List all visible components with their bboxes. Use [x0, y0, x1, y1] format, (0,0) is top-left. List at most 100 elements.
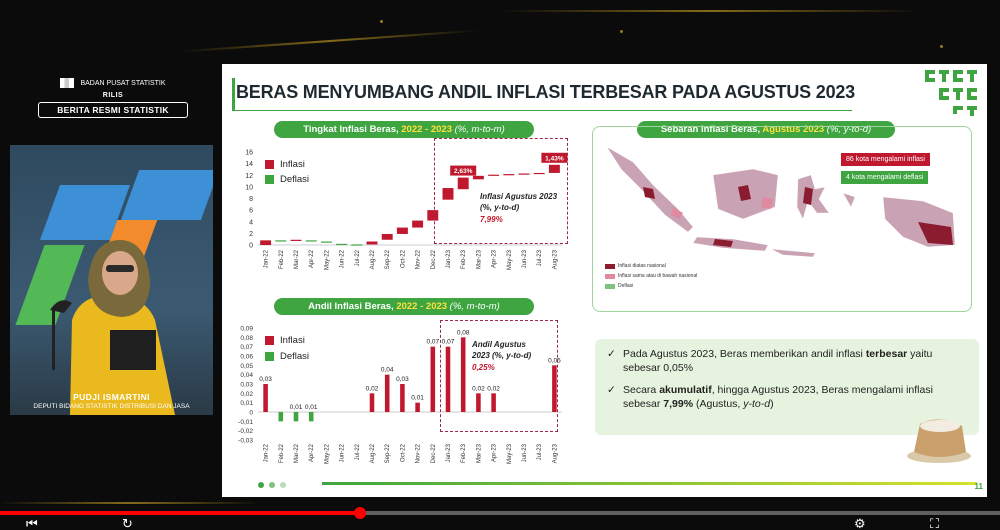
chart2-data-label: 0,07	[442, 339, 455, 346]
chart1-bar	[336, 243, 348, 246]
chart2-x-tick: Mar-22	[294, 443, 300, 463]
rilis-label: RILIS	[102, 92, 124, 99]
chart1-bar	[488, 174, 500, 176]
chart2-data-label: 0,07	[426, 339, 439, 346]
chart1-bar	[548, 164, 560, 173]
chart1-x-tick: Mar-23	[476, 249, 482, 269]
chart2-y-tick: 0,03	[240, 382, 253, 389]
chart1-x-tick: Sep-22	[385, 249, 391, 269]
bps-logo-icon	[60, 78, 75, 88]
chart2-x-tick: Jul-22	[355, 443, 361, 460]
chart2-header: Andil Inflasi Beras, 2022 - 2023 (%, m-t…	[274, 298, 534, 315]
page-number: 11	[974, 482, 983, 491]
chart2-x-tick: May-23	[507, 443, 513, 464]
presenter-name: PUDJI ISMARTINI	[73, 392, 150, 402]
bg-dot	[620, 30, 623, 33]
chart2-y-tick: -0,01	[238, 419, 253, 426]
chart2-y-tick: 0,09	[240, 326, 253, 333]
chart2-y-tick: 0,08	[240, 335, 253, 342]
chart2-inflation-contribution: -0,03-0,02-0,0100,010,020,030,040,050,06…	[238, 326, 562, 464]
chart1-data-label-bg	[541, 152, 568, 163]
video-progress-bar[interactable]	[0, 507, 1000, 519]
chart1-x-tick: Jan-22	[264, 249, 270, 268]
chart1-x-tick: Nov-22	[416, 249, 422, 269]
chart2-x-tick: May-22	[324, 443, 330, 464]
chart2-data-label: 0,01	[411, 395, 424, 402]
slide-dots	[258, 482, 286, 488]
chart1-annotation: Inflasi Agustus 2023 (%, y-to-d) 7,99%	[480, 192, 558, 224]
presenter-caption: PUDJI ISMARTINI DEPUTI BIDANG STATISTIK …	[10, 392, 213, 410]
chart2-y-tick: -0,02	[238, 428, 253, 435]
map-tag-deflasi: 4 kota mengalami deflasi	[841, 171, 929, 184]
chart1-highlight-box	[434, 138, 568, 244]
chart2-x-tick: Jun-22	[340, 443, 346, 462]
chart1-y-tick: 0	[249, 243, 253, 250]
st2023-logo-icon	[925, 70, 977, 116]
chart2-x-tick: Aug-22	[370, 443, 376, 463]
chart2-x-tick: Dec-22	[431, 443, 437, 463]
chart2-data-label: 0,03	[396, 376, 409, 383]
chart1-x-tick: May-23	[507, 249, 513, 270]
chart1-x-tick: Jun-22	[340, 249, 346, 268]
chart2-y-tick: 0,02	[240, 391, 253, 398]
chart1-bar	[503, 174, 515, 176]
chart2-y-tick: -0,03	[238, 438, 253, 445]
chart1-x-tick: Jul-23	[537, 249, 543, 266]
chart1-x-tick: Mar-22	[294, 249, 300, 269]
bg-light-line	[0, 502, 260, 504]
presenter-video	[10, 145, 213, 415]
chart1-data-label: 2,63%	[454, 168, 473, 175]
chart2-x-tick: Sep-22	[385, 443, 391, 463]
brs-label: BERITA RESMI STATISTIK	[38, 102, 188, 118]
chart1-bar	[305, 240, 317, 242]
chart1-bar	[472, 175, 484, 180]
chart2-bar	[476, 393, 481, 412]
bg-dot	[940, 45, 943, 48]
chart1-bar	[533, 172, 545, 175]
chart2-y-tick: 0,04	[240, 372, 253, 379]
chart2-bar	[445, 346, 451, 412]
chart1-x-tick: Dec-22	[431, 249, 437, 269]
chart1-data-label-bg	[450, 165, 477, 176]
chart1-bar	[518, 173, 530, 175]
chart2-bar	[263, 384, 268, 412]
chart2-x-tick: Feb-23	[461, 443, 467, 463]
chart1-x-tick: Aug-23	[552, 249, 558, 269]
presenter-figure	[50, 240, 175, 415]
fullscreen-icon[interactable]: ⛶	[930, 516, 940, 530]
chart2-bar	[400, 384, 405, 412]
chart2-x-tick: Apr-23	[492, 443, 498, 462]
progress-knob[interactable]	[354, 507, 366, 519]
chart2-data-label: 0,02	[472, 385, 485, 392]
replay-icon[interactable]: ↻	[122, 516, 133, 530]
chart2-data-label: 0,04	[381, 367, 394, 374]
map-legend: Inflasi diatas nasional Inflasi sama ata…	[605, 263, 697, 293]
chart1-bar	[260, 240, 272, 245]
inflasi-swatch	[265, 336, 274, 345]
chart1-inflation-rate: 0 2 4 6 8 10 12 14 16 Jan-22 Feb-22 Mar-22 Apr-22 May…	[245, 150, 568, 270]
previous-icon[interactable]: ⏮	[26, 516, 38, 530]
check-icon: ✓	[607, 384, 616, 396]
chart2-bar	[308, 412, 314, 422]
chart2-x-tick: Aug-23	[552, 443, 558, 463]
info-bullet: ✓ Secara akumulatif, hingga Agustus 2023…	[607, 384, 933, 410]
chart2-bar	[491, 393, 496, 412]
chart1-x-tick: Jul-22	[355, 249, 361, 266]
chart2-data-label: 0,08	[457, 329, 470, 336]
chart2-bar	[293, 412, 299, 422]
chart2-x-tick: Feb-22	[279, 443, 285, 463]
title-accent	[232, 78, 235, 110]
chart1-x-tick: May-22	[324, 249, 330, 270]
chart1-bar	[457, 177, 469, 190]
chart1-bar	[442, 188, 454, 200]
bg-light-line	[500, 10, 920, 12]
chart1-y-tick: 2	[249, 231, 253, 238]
chart2-data-label: 0,01	[305, 404, 318, 411]
chart1-y-tick: 10	[245, 184, 253, 191]
title-underline	[232, 110, 852, 111]
chart2-bar	[415, 402, 420, 412]
map-panel: 86 kota mengalami inflasi 4 kota mengala…	[592, 126, 972, 312]
settings-icon[interactable]: ⚙	[854, 516, 866, 530]
chart1-bar	[427, 210, 439, 221]
info-box: ✓ Pada Agustus 2023, Beras memberikan an…	[595, 339, 979, 435]
